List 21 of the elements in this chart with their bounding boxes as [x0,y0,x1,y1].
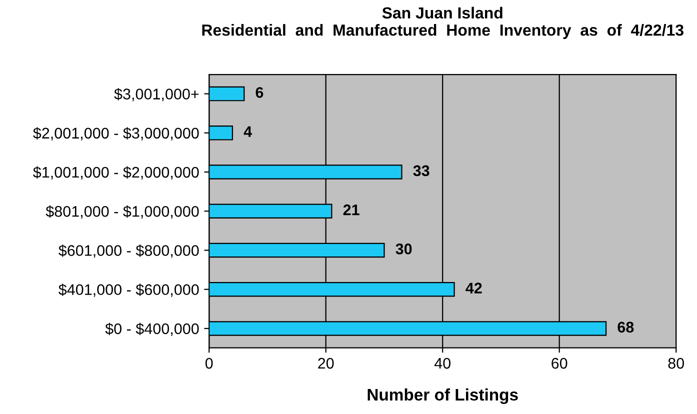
data-label: 42 [466,282,482,294]
y-tick-label: $1,001,000 - $2,000,000 [33,166,199,180]
data-label: 6 [256,87,264,98]
data-label: 21 [343,204,360,216]
data-label: 68 [618,322,634,333]
y-tick-label: $801,000 - $1,000,000 [46,205,199,219]
y-tick-label: $0 - $400,000 [105,322,199,336]
y-tick-label: $3,001,000+ [114,88,199,102]
y-tick-label: $601,000 - $800,000 [58,244,199,258]
x-tick-label: 80 [668,358,684,369]
y-tick-label: $401,000 - $600,000 [58,284,199,297]
data-label: 4 [244,126,252,137]
x-tick-label: 40 [434,358,450,369]
data-label: 33 [413,165,430,176]
data-label: 30 [396,244,412,254]
x-tick-label: 0 [205,358,213,369]
x-axis-title: Number of Listings [368,388,518,404]
x-tick-label: 60 [552,358,568,369]
chart-title: San Juan Island Residential and Manufactured Home Inventory as of 4/22/13 [202,6,684,39]
y-tick-label: $2,001,000 - $3,000,000 [33,127,199,140]
x-tick-label: 20 [318,358,334,369]
